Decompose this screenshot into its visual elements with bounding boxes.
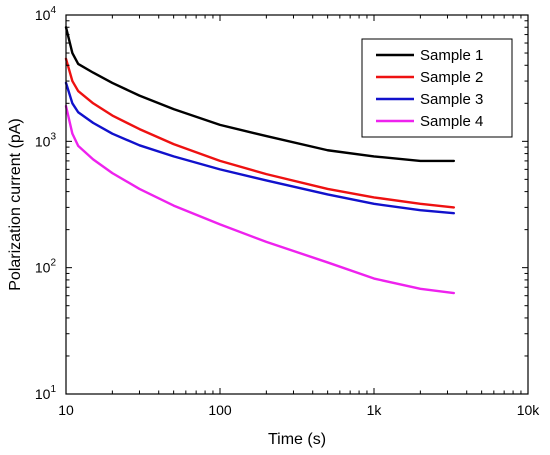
y-tick-label: 104 <box>35 5 57 23</box>
x-axis-title: Time (s) <box>268 431 326 448</box>
axes: 10 100 1k 10k 101 102 103 104 Time (s) Polarizati… <box>7 5 540 448</box>
plot-area <box>64 26 456 295</box>
x-tick-label: 10k <box>517 402 541 418</box>
y-tick-label: 102 <box>35 258 57 276</box>
legend-label-sample-2: Sample 2 <box>420 69 483 86</box>
y-tick-label: 103 <box>35 131 57 149</box>
x-tick-label: 1k <box>367 402 383 418</box>
series-line-sample-4 <box>64 104 456 295</box>
plot-frame <box>65 14 529 395</box>
series-line-sample-1 <box>64 26 456 163</box>
legend-label-sample-4: Sample 4 <box>420 113 483 130</box>
series-line-sample-2 <box>64 57 456 209</box>
legend: Sample 1 Sample 2 Sample 3 Sample 4 <box>361 38 513 138</box>
legend-label-sample-1: Sample 1 <box>420 47 483 64</box>
x-tick-label: 10 <box>58 402 74 418</box>
y-axis-title: Polarization current (pA) <box>7 118 24 291</box>
x-tick-label: 100 <box>208 402 232 418</box>
y-tick-label: 101 <box>35 384 57 402</box>
legend-label-sample-3: Sample 3 <box>420 91 483 108</box>
series-line-sample-3 <box>64 81 456 215</box>
